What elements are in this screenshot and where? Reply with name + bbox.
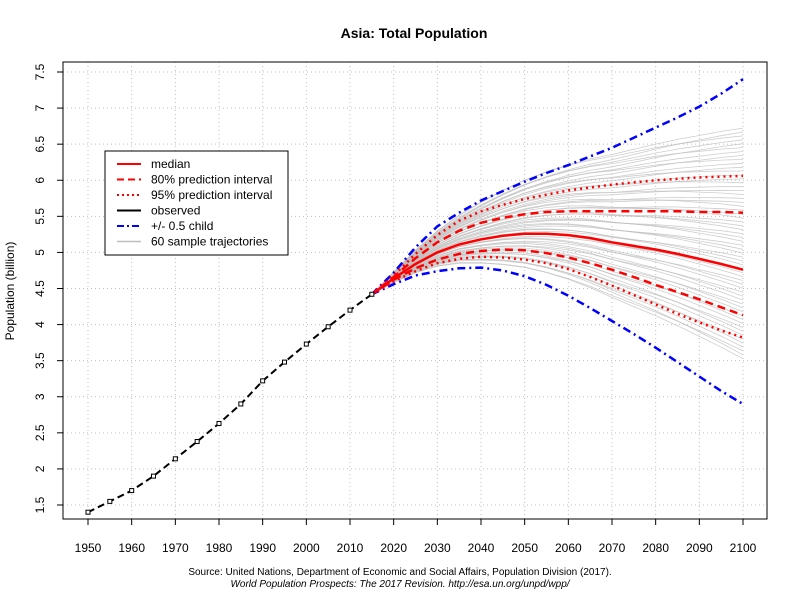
observed-point xyxy=(282,359,287,365)
sample-trajectory xyxy=(371,155,744,295)
source-line-1: Source: United Nations, Department of Ec… xyxy=(188,567,611,578)
x-tick-label: 2060 xyxy=(555,541,582,555)
x-tick-label: 2070 xyxy=(599,541,626,555)
y-axis-label: Population (billion) xyxy=(3,242,17,341)
x-tick-label: 2100 xyxy=(730,541,757,555)
x-tick-label: 1990 xyxy=(249,541,276,555)
observed-point xyxy=(238,401,244,407)
sample-trajectory xyxy=(371,166,744,295)
sample-trajectory xyxy=(371,219,744,295)
pi80-upper-line xyxy=(371,210,744,296)
x-tick-label: 1980 xyxy=(206,541,233,555)
x-tick-label: 2020 xyxy=(380,541,407,555)
y-tick-label: 3.5 xyxy=(33,352,47,369)
y-tick-label: 7.5 xyxy=(33,63,47,80)
sample-trajectory xyxy=(371,162,744,295)
observed-point xyxy=(107,498,113,504)
legend-label: median xyxy=(151,157,190,171)
observed-point xyxy=(260,378,266,384)
x-tick-label: 2080 xyxy=(642,541,669,555)
legend-box xyxy=(104,150,289,256)
sample-trajectory xyxy=(371,224,744,295)
y-tick-label: 2 xyxy=(33,465,47,472)
sample-trajectory xyxy=(371,245,744,295)
observed-point xyxy=(216,420,222,426)
y-tick-label: 5 xyxy=(33,249,47,256)
sample-trajectory xyxy=(371,240,744,295)
observed-point xyxy=(303,341,309,347)
observed-point xyxy=(194,438,200,444)
observed-series xyxy=(85,291,375,515)
x-tick-label: 1950 xyxy=(75,541,102,555)
x-tick-label: 1970 xyxy=(162,541,189,555)
sample-trajectory xyxy=(371,256,744,328)
observed-line xyxy=(87,293,373,514)
plot-frame xyxy=(62,61,768,520)
child-plus-line xyxy=(370,78,744,296)
sample-trajectory xyxy=(371,242,744,301)
x-tick-label: 2050 xyxy=(511,541,538,555)
observed-point xyxy=(347,307,353,313)
x-tick-label: 2040 xyxy=(468,541,495,555)
observed-point xyxy=(129,488,135,494)
y-tick-label: 2.5 xyxy=(33,424,47,441)
y-tick-label: 5.5 xyxy=(33,208,47,225)
sample-trajectory xyxy=(371,262,744,352)
observed-point xyxy=(151,473,156,479)
y-tick-label: 6 xyxy=(33,177,47,184)
sample-trajectory xyxy=(371,225,744,295)
median-line xyxy=(371,232,744,296)
child-minus-line xyxy=(371,266,744,406)
pi80-lower-line xyxy=(371,248,744,317)
y-tick-label: 1.5 xyxy=(33,496,47,513)
legend-label: 80% prediction interval xyxy=(151,173,272,187)
sample-trajectory xyxy=(371,255,744,336)
x-tick-label: 2000 xyxy=(293,541,320,555)
chart-title: Asia: Total Population xyxy=(341,25,488,41)
observed-point xyxy=(369,291,375,297)
x-tick-label: 2030 xyxy=(424,541,451,555)
x-tick-label: 2090 xyxy=(686,541,713,555)
sample-trajectory xyxy=(371,262,744,360)
source-line-2: World Population Prospects: The 2017 Rev… xyxy=(230,579,570,590)
y-tick-label: 3 xyxy=(33,393,47,400)
y-tick-label: 4.5 xyxy=(33,280,47,297)
x-tick-label: 2010 xyxy=(337,541,364,555)
observed-point xyxy=(172,456,178,462)
legend-label: 95% prediction interval xyxy=(151,188,272,202)
observed-point xyxy=(325,324,331,330)
projection-series xyxy=(370,78,744,406)
legend-label: 60 sample trajectories xyxy=(151,235,268,249)
sample-trajectory xyxy=(371,178,744,295)
sample-trajectory xyxy=(371,259,744,340)
sample-trajectory xyxy=(371,213,744,295)
y-tick-label: 6.5 xyxy=(33,136,47,153)
pi95-upper-line xyxy=(370,174,744,296)
y-tick-label: 4 xyxy=(33,321,47,328)
grid-lines xyxy=(63,62,767,519)
y-tick-label: 7 xyxy=(33,104,47,111)
sample-trajectory xyxy=(371,206,744,295)
sample-trajectories xyxy=(371,127,744,360)
observed-point xyxy=(85,509,91,515)
x-tick-label: 1960 xyxy=(118,541,145,555)
x-axis: 1950 1960 1970 1980 1990 2000 2010 2020 2030 2040… xyxy=(75,519,757,555)
sample-trajectory xyxy=(371,143,744,295)
legend-label: observed xyxy=(151,204,200,218)
sample-trajectory xyxy=(371,218,744,295)
legend-label: +/- 0.5 child xyxy=(151,219,213,233)
y-axis: 1.5 2 2.5 3 3.5 4 4.5 5 5.5 6 6.5 7 7.5 xyxy=(33,63,63,513)
